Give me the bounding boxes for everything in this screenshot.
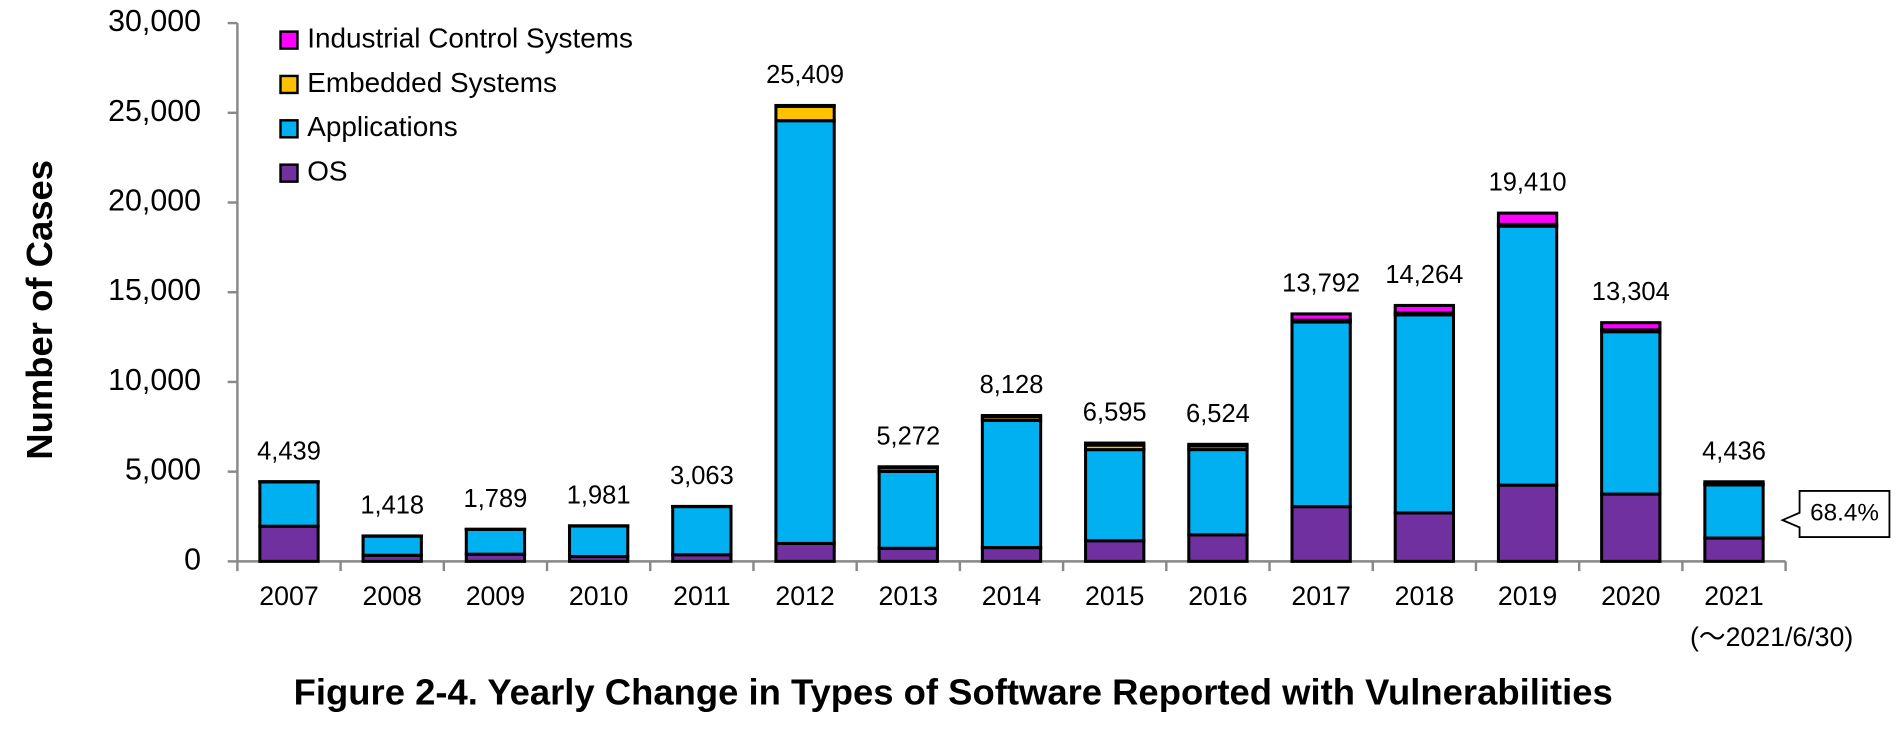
y-tick-label: 10,000 [108,364,201,397]
x-tick-label: 2016 [1188,581,1247,611]
bar-segment [258,524,320,563]
total-label: 5,272 [876,422,940,450]
legend-label: Embedded Systems [307,67,557,98]
bar-segment [774,119,836,545]
x-tick-label: 2018 [1395,581,1454,611]
bar-segment [1290,505,1352,563]
total-label: 13,792 [1282,269,1360,297]
bar-segment [774,541,836,563]
bar-segment [980,414,1043,419]
bar-segment [1187,533,1249,563]
x-tick-label: 2012 [775,581,834,611]
bar-segment [1703,483,1765,540]
bar-segment [258,480,320,528]
bar-segment [1187,442,1249,448]
total-label: 4,436 [1702,437,1766,465]
x-tick-label: 2020 [1601,581,1660,611]
x-tick-label: 2008 [362,581,421,611]
bar-segment [877,465,939,470]
annotation-callout [1780,489,1891,538]
total-label: 1,418 [360,492,424,520]
bar-segment [1084,448,1146,543]
y-tick-label: 15,000 [108,274,201,307]
bar-segment [774,103,836,108]
total-label: 1,789 [464,485,528,513]
legend-swatch [279,119,299,139]
x-tick-label: 2009 [466,581,525,611]
bar-segment [671,505,733,557]
bar-segment [567,524,630,559]
y-tick-label: 30,000 [108,5,201,38]
bar-segment [774,104,836,123]
total-label: 8,128 [980,371,1044,399]
bar-segment [980,546,1043,563]
total-label: 14,264 [1385,261,1463,289]
y-tick-label: 20,000 [108,185,201,218]
legend-label: OS [307,156,347,187]
x-tick-label: 2015 [1085,581,1144,611]
y-tick-label: 5,000 [125,454,201,487]
legend-label: Applications [307,111,458,142]
x-tick-label: 2011 [673,581,730,611]
bar-segment [1600,492,1662,563]
bar-segment [1084,441,1146,447]
x-tick-label: 2017 [1291,581,1350,611]
bar-segment [1290,320,1352,509]
y-axis-title: Number of Cases [19,160,60,460]
legend-swatch [279,163,299,183]
bar-segment [1496,483,1559,563]
legend-swatch [279,30,299,50]
x-tick-label: 2013 [879,581,938,611]
y-tick-label: 25,000 [108,95,201,128]
total-label: 1,981 [567,481,631,509]
annotation-text: 68.4% [1810,499,1879,526]
x-tick-label: 2007 [259,581,318,611]
total-label: 6,524 [1186,400,1250,428]
chart-title: Figure 2-4. Yearly Change in Types of So… [294,672,1613,713]
total-label: 6,595 [1083,399,1147,427]
total-label: 19,410 [1489,169,1567,197]
bar-segment [1084,539,1146,563]
legend-swatch [279,74,299,95]
category-note: (～2021/6/30) [1690,622,1853,652]
bar-segment [1393,511,1456,563]
x-tick-label: 2010 [569,581,628,611]
y-tick-label: 0 [184,543,201,576]
bar-segment [980,418,1043,550]
bar-segment [1187,448,1249,537]
bar-segment [1496,211,1559,226]
total-label: 13,304 [1592,278,1670,306]
bar-segment [877,469,939,550]
bar-segment [1703,480,1765,486]
x-tick-label: 2021 [1704,581,1763,611]
bar-segment [464,527,527,556]
bar-segment [1496,224,1559,487]
x-tick-label: 2019 [1498,581,1557,611]
bar-segment [1600,330,1662,496]
total-label: 3,063 [670,462,734,490]
legend-label: Industrial Control Systems [307,22,633,53]
bar-segment [1393,313,1456,515]
total-label: 25,409 [766,61,844,89]
bar-segment [877,546,939,563]
bar-segment [1290,312,1352,322]
bar-segment [1393,303,1456,315]
x-tick-label: 2014 [982,581,1042,611]
bar-segment [361,534,423,557]
bar-segment [1703,536,1765,563]
bar-segment [1600,321,1662,332]
total-label: 4,439 [257,437,321,465]
